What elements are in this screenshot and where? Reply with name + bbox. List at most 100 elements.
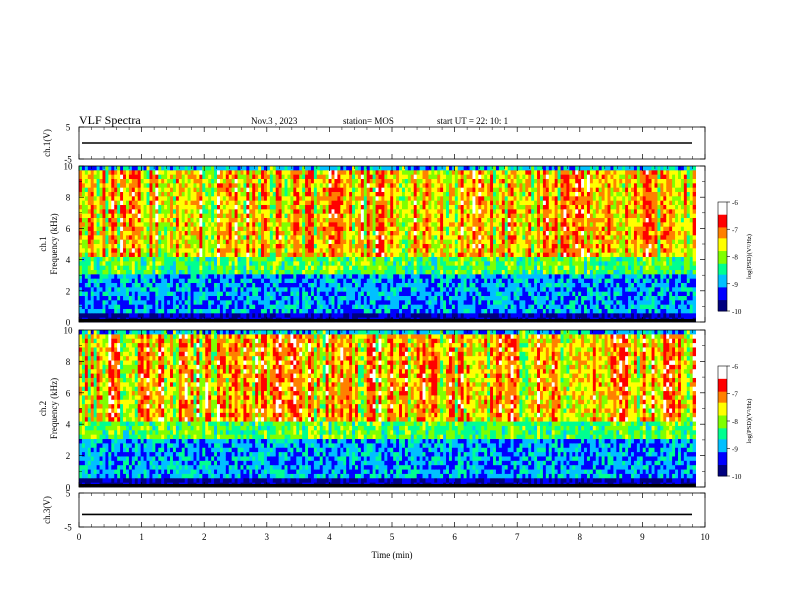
spectrogram-cell <box>202 248 206 254</box>
spectrogram-cell <box>469 261 473 267</box>
spectrogram-cell <box>187 270 191 275</box>
spectrogram-cell <box>187 309 191 314</box>
spectrogram-cell <box>328 196 332 202</box>
spectrogram-cell <box>187 205 191 210</box>
spectrogram-cell <box>425 174 429 180</box>
spectrogram-cell <box>419 187 423 193</box>
spectrogram-cell <box>319 300 324 306</box>
spectrogram-cell <box>460 300 465 306</box>
spectrogram-cell <box>399 222 403 228</box>
spectrogram-cell <box>440 174 444 180</box>
spectrogram-cell <box>158 313 162 319</box>
spectrogram-cell <box>375 278 379 284</box>
spectrogram-cell <box>399 226 403 232</box>
spectrogram-cell <box>131 244 136 249</box>
spectrogram-cell <box>396 179 400 184</box>
spectrogram-cell <box>214 231 218 236</box>
spectrogram-cell <box>134 209 139 215</box>
spectrogram-cell <box>231 248 236 254</box>
spectrogram-cell <box>340 270 344 275</box>
spectrogram-cell <box>413 274 418 280</box>
spectrogram-cell <box>84 291 89 297</box>
spectrogram-cell <box>114 252 118 258</box>
spectrogram-cell <box>305 244 309 249</box>
spectrogram-cell <box>193 304 197 310</box>
spectrogram-cell <box>272 205 277 210</box>
spectrogram-cell <box>261 278 265 284</box>
spectrogram-cell <box>387 231 391 236</box>
spectrogram-cell <box>114 209 118 215</box>
spectrogram-cell <box>337 183 341 189</box>
spectrogram-cell <box>152 231 156 236</box>
spectrogram-cell <box>225 257 230 262</box>
spectrogram-cell <box>466 187 470 193</box>
spectrogram-cell <box>219 239 224 245</box>
spectrogram-cell <box>140 287 144 293</box>
spectrogram-cell <box>234 218 238 223</box>
spectrogram-cell <box>190 239 194 245</box>
spectrogram-cell <box>87 209 92 215</box>
spectrogram-cell <box>404 270 409 275</box>
spectrogram-cell <box>225 304 230 310</box>
spectrogram-cell <box>146 205 150 210</box>
spectrogram-cell <box>401 313 406 319</box>
spectrogram-cell <box>416 209 421 215</box>
spectrogram-cell <box>228 261 233 267</box>
spectrogram-cell <box>466 252 470 258</box>
spectrogram-cell <box>219 287 224 293</box>
spectrogram-cell <box>214 196 218 202</box>
spectrogram-cell <box>469 213 473 219</box>
spectrogram-cell <box>393 200 397 206</box>
spectrogram-cell <box>152 222 156 228</box>
spectrogram-cell <box>258 170 262 176</box>
spectrogram-cell <box>296 192 300 197</box>
spectrogram-cell <box>387 265 391 271</box>
spectrogram-cell <box>310 192 315 197</box>
spectrogram-cell <box>352 235 356 241</box>
spectrogram-cell <box>440 257 444 262</box>
spectrogram-cell <box>269 222 274 228</box>
spectrogram-cell <box>357 205 362 210</box>
spectrogram-cell <box>219 278 224 284</box>
spectrogram-cell <box>272 179 277 184</box>
spectrogram-cell <box>463 196 467 202</box>
spectrogram-cell <box>202 244 206 249</box>
spectrogram-cell <box>299 218 303 223</box>
spectrogram-cell <box>175 257 180 262</box>
spectrogram-cell <box>146 283 150 288</box>
spectrogram-cell <box>325 231 329 236</box>
spectrogram-cell <box>93 252 98 258</box>
spectrogram-cell <box>108 248 112 254</box>
spectrogram-cell <box>114 213 118 219</box>
spectrogram-cell <box>290 196 294 202</box>
spectrogram-cell <box>443 300 447 306</box>
spectrogram-cell <box>202 192 206 197</box>
spectrogram-cell <box>214 278 218 284</box>
spectrogram-cell <box>457 205 462 210</box>
spectrogram-cell <box>451 205 456 210</box>
spectrogram-cell <box>117 304 121 310</box>
spectrogram-cell <box>93 174 98 180</box>
spectrogram-cell <box>419 274 423 280</box>
spectrogram-cell <box>322 200 327 206</box>
spectrogram-cell <box>343 213 347 219</box>
spectrogram-cell <box>390 170 394 176</box>
spectrogram-cell <box>369 218 374 223</box>
spectrogram-cell <box>387 296 391 301</box>
spectrogram-cell <box>114 174 118 180</box>
spectrogram-cell <box>360 239 365 245</box>
spectrogram-cell <box>372 174 376 180</box>
spectrogram-cell <box>313 209 318 215</box>
spectrogram-cell <box>466 257 470 262</box>
spectrogram-cell <box>269 244 274 249</box>
spectrogram-cell <box>416 270 421 275</box>
spectrogram-cell <box>331 196 335 202</box>
spectrogram-cell <box>451 283 456 288</box>
spectrogram-cell <box>228 218 233 223</box>
spectrogram-cell <box>90 200 95 206</box>
spectrogram-cell <box>313 270 318 275</box>
spectrogram-cell <box>287 265 291 271</box>
spectrogram-cell <box>263 170 268 176</box>
spectrogram-cell <box>181 187 186 193</box>
spectrogram-cell <box>131 196 136 202</box>
